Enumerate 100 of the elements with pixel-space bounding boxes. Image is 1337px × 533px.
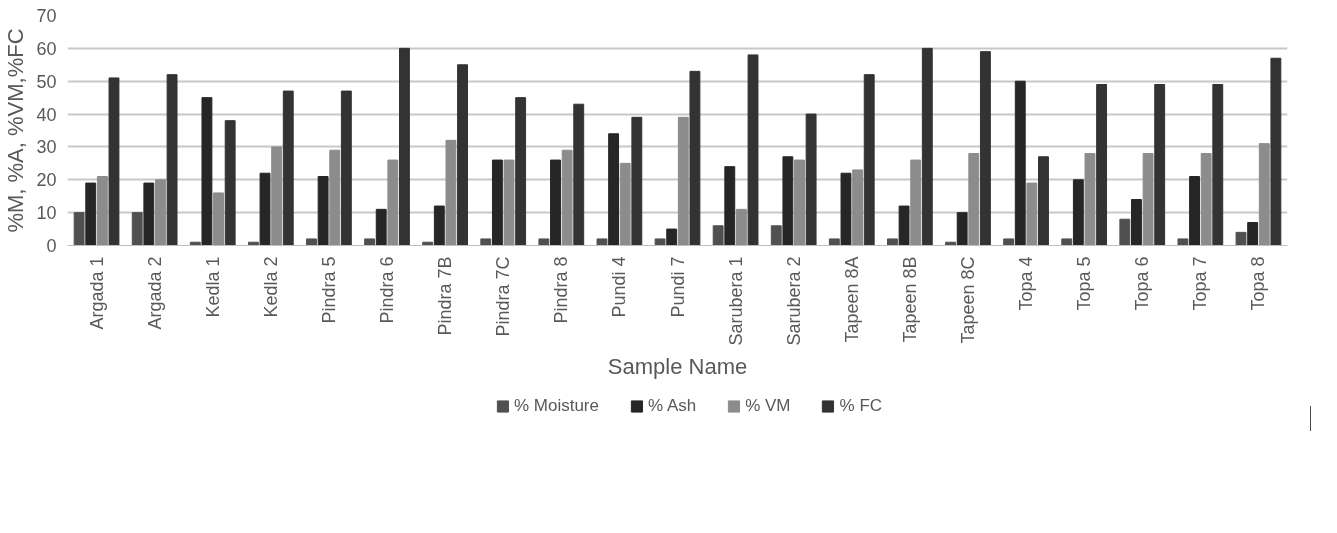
bar [282, 90, 294, 246]
bar [85, 182, 97, 246]
bar [317, 176, 329, 246]
bar [619, 162, 631, 246]
x-tick-label: Argada 2 [144, 256, 165, 330]
bar [910, 159, 922, 246]
bar [979, 51, 991, 246]
x-tick-label: Topa 5 [1074, 256, 1095, 311]
y-tick-label: 60 [36, 38, 57, 59]
bar [654, 238, 666, 246]
bar [1154, 84, 1166, 246]
x-tick-label: Topa 4 [1016, 256, 1037, 311]
bar [445, 139, 457, 246]
bar [677, 116, 689, 246]
bar [538, 238, 550, 246]
bar [840, 172, 852, 246]
x-tick-label: Tapeen 8A [841, 256, 862, 343]
bar [887, 238, 898, 246]
y-tick-label: 20 [36, 170, 57, 191]
bar [828, 238, 840, 246]
bar [329, 149, 341, 246]
bar [166, 74, 178, 246]
legend-label: % Moisture [513, 396, 599, 416]
x-axis-title: Sample Name [607, 353, 748, 379]
legend-label: % VM [745, 396, 791, 416]
bar [457, 64, 468, 246]
bar [1026, 182, 1038, 246]
bar [1258, 143, 1270, 246]
bar [956, 212, 968, 246]
bar [515, 97, 527, 246]
bar [375, 208, 387, 246]
x-tick-label: Topa 6 [1132, 256, 1153, 311]
x-tick-label: Pindra 6 [377, 256, 398, 324]
bar [1038, 156, 1049, 246]
bar [433, 205, 445, 246]
y-tick-label: 40 [36, 104, 57, 125]
x-tick-label: Pindra 5 [318, 256, 339, 324]
y-axis-title: %M, %A, %VM,%FC [3, 28, 29, 233]
bar [503, 159, 515, 246]
bar [689, 70, 701, 246]
bar [364, 238, 376, 246]
legend-label: % FC [839, 396, 883, 416]
bar [1096, 84, 1108, 246]
bar [491, 159, 503, 246]
bar [550, 159, 561, 246]
bar [73, 212, 85, 246]
bar [561, 149, 573, 246]
bar [1142, 153, 1154, 246]
bar [863, 74, 875, 246]
bar [608, 133, 620, 246]
bar [340, 90, 352, 246]
y-tick-label: 30 [36, 137, 57, 158]
bar [782, 156, 794, 246]
bar [712, 225, 724, 246]
x-tick-label: Kedla 1 [202, 256, 223, 318]
bar [271, 146, 283, 246]
x-tick-label: Pundi 7 [667, 256, 688, 318]
x-tick-label: Tapeen 8C [957, 256, 978, 344]
bar [143, 182, 155, 246]
bar [596, 238, 608, 246]
bar [1270, 57, 1282, 246]
bar [747, 54, 759, 246]
bar [1200, 153, 1212, 246]
y-tick-label: 70 [36, 6, 57, 26]
x-tick-label: Topa 7 [1190, 256, 1211, 311]
bar [1061, 238, 1073, 246]
x-tick-label: Sarubera 2 [783, 256, 804, 346]
x-tick-label: Pindra 8 [551, 256, 572, 324]
bar [399, 47, 410, 246]
bar [201, 97, 213, 246]
bar [735, 208, 747, 246]
bar [631, 116, 643, 246]
bar [306, 238, 317, 246]
bar [1084, 153, 1096, 246]
bar [1189, 176, 1200, 246]
bar [1014, 80, 1026, 246]
bar [852, 169, 864, 246]
bar [1131, 199, 1142, 246]
bar [898, 205, 910, 246]
bar [1235, 231, 1247, 246]
bar [96, 176, 108, 246]
bar [224, 120, 236, 246]
x-tick-label: Pindra 7C [493, 256, 514, 337]
bar [480, 238, 492, 246]
legend-label: % Ash [647, 396, 697, 416]
x-tick-label: Tapeen 8B [899, 256, 920, 343]
bar [724, 166, 736, 246]
bar [155, 179, 166, 246]
bar [259, 172, 271, 246]
bar [1003, 238, 1015, 246]
bar [968, 153, 980, 246]
bar [1072, 179, 1084, 246]
bar [387, 159, 399, 246]
bar [921, 47, 933, 246]
bar [1212, 84, 1224, 246]
x-tick-label: Argada 1 [86, 256, 107, 330]
bar [213, 192, 224, 246]
bar [1247, 222, 1259, 246]
bar [108, 77, 120, 246]
y-tick-label: 50 [36, 71, 57, 92]
